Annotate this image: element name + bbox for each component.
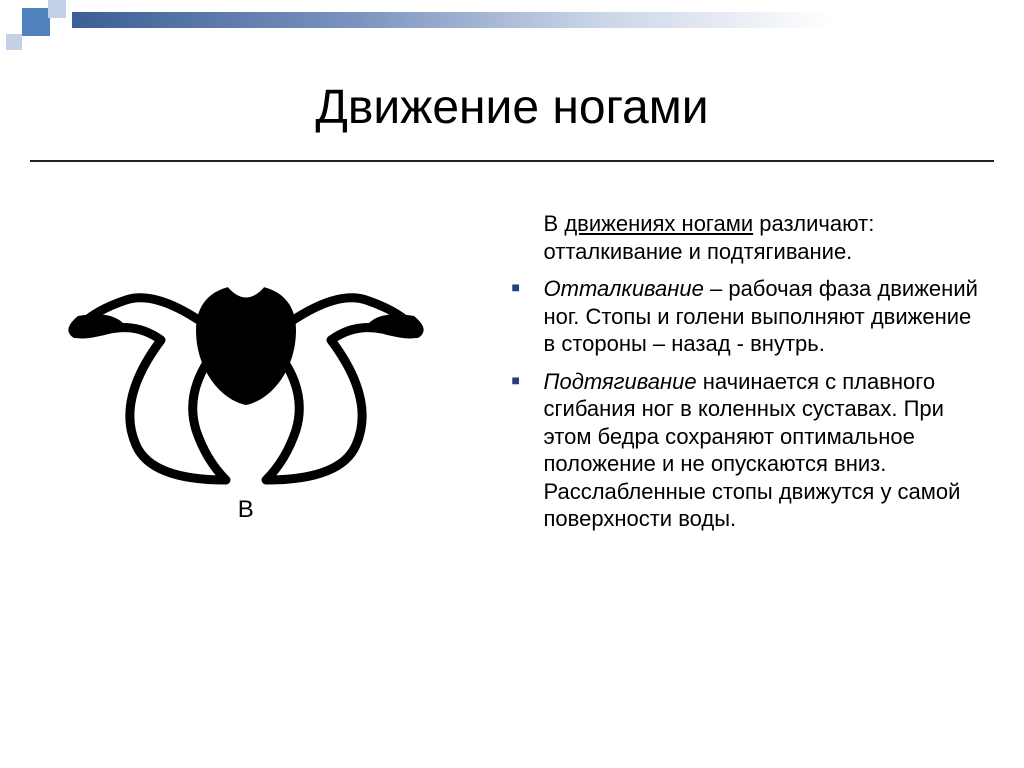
figure-label: В <box>238 496 254 524</box>
intro-prefix: В <box>544 211 565 236</box>
square-icon <box>48 0 66 18</box>
slide-title: Движение ногами <box>0 80 1024 135</box>
bullet-list: Отталкивание – рабочая фаза движений ног… <box>502 275 984 533</box>
bullet-emphasis: Подтягивание <box>544 369 697 394</box>
slide: Движение ногами В <box>0 0 1024 768</box>
text-column: В движениях ногами различают: отталкиван… <box>492 200 1024 768</box>
header-decoration <box>0 0 1024 46</box>
square-icon <box>22 8 50 36</box>
intro-underlined: движениях ногами <box>564 211 753 236</box>
square-icon <box>6 34 22 50</box>
list-item: Отталкивание – рабочая фаза движений ног… <box>502 275 984 358</box>
title-underline <box>30 160 994 162</box>
list-item: Подтягивание начинается с плавного сгиба… <box>502 368 984 533</box>
legs-illustration <box>56 230 436 490</box>
figure-column: В <box>0 200 492 768</box>
intro-paragraph: В движениях ногами различают: отталкиван… <box>544 210 984 265</box>
bullet-emphasis: Отталкивание <box>544 276 704 301</box>
content-area: В В движениях ногами различают: отталкив… <box>0 200 1024 768</box>
header-gradient-bar <box>72 12 1024 28</box>
